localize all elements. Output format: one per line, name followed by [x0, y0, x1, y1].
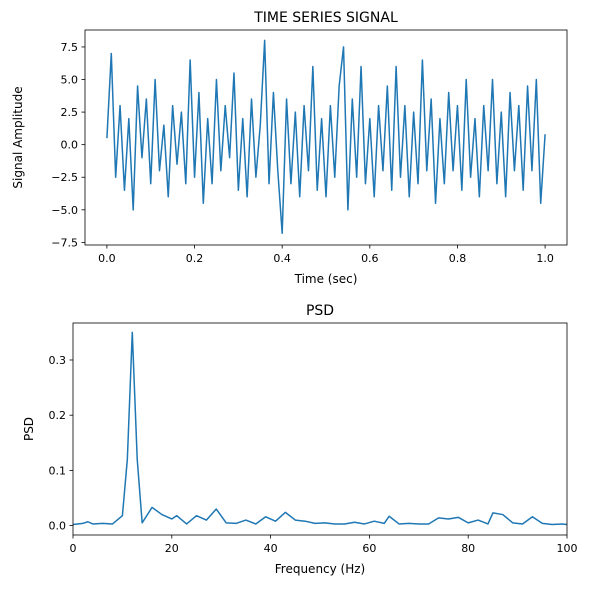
- x-tick-label: 20: [165, 542, 179, 555]
- y-tick-label: 7.5: [61, 41, 79, 54]
- y-tick-label: −2.5: [51, 171, 78, 184]
- x-tick-label: 0.8: [449, 252, 467, 265]
- y-axis-label: PSD: [22, 417, 36, 441]
- x-axis-label: Frequency (Hz): [275, 562, 366, 576]
- y-tick-label: −5.0: [51, 204, 78, 217]
- x-tick-label: 60: [362, 542, 376, 555]
- x-tick-label: 100: [557, 542, 578, 555]
- x-tick-label: 0.4: [273, 252, 291, 265]
- signal-line: [73, 331, 567, 526]
- y-tick-label: 0.1: [49, 464, 67, 477]
- x-tick-label: 1.0: [536, 252, 554, 265]
- chart-title: PSD: [306, 303, 334, 319]
- x-tick-label: 80: [461, 542, 475, 555]
- plot-frame: [84, 29, 568, 246]
- x-axis-label: Time (sec): [294, 272, 358, 286]
- y-axis-label: Signal Amplitude: [11, 86, 25, 188]
- plot-frame: [72, 322, 568, 536]
- y-tick-label: −7.5: [51, 236, 78, 249]
- x-tick-label: 0.2: [186, 252, 204, 265]
- y-tick-label: 0.0: [49, 520, 67, 533]
- y-tick-label: 5.0: [61, 74, 79, 87]
- signal-line: [106, 39, 546, 235]
- x-tick-label: 0.0: [98, 252, 116, 265]
- chart-title: TIME SERIES SIGNAL: [253, 10, 398, 26]
- y-tick-label: 0.2: [49, 409, 67, 422]
- x-tick-label: 40: [264, 542, 278, 555]
- y-tick-label: 0.0: [61, 139, 79, 152]
- y-tick-label: 2.5: [61, 106, 79, 119]
- x-tick-label: 0.6: [361, 252, 379, 265]
- x-tick-label: 0: [70, 542, 77, 555]
- y-tick-label: 0.3: [49, 354, 67, 367]
